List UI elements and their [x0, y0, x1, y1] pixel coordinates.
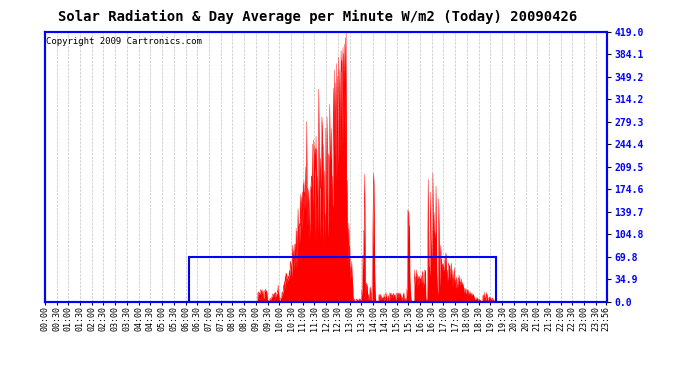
Bar	[188, 257, 496, 302]
Text: Solar Radiation & Day Average per Minute W/m2 (Today) 20090426: Solar Radiation & Day Average per Minute…	[58, 9, 577, 24]
Text: Copyright 2009 Cartronics.com: Copyright 2009 Cartronics.com	[46, 37, 202, 46]
